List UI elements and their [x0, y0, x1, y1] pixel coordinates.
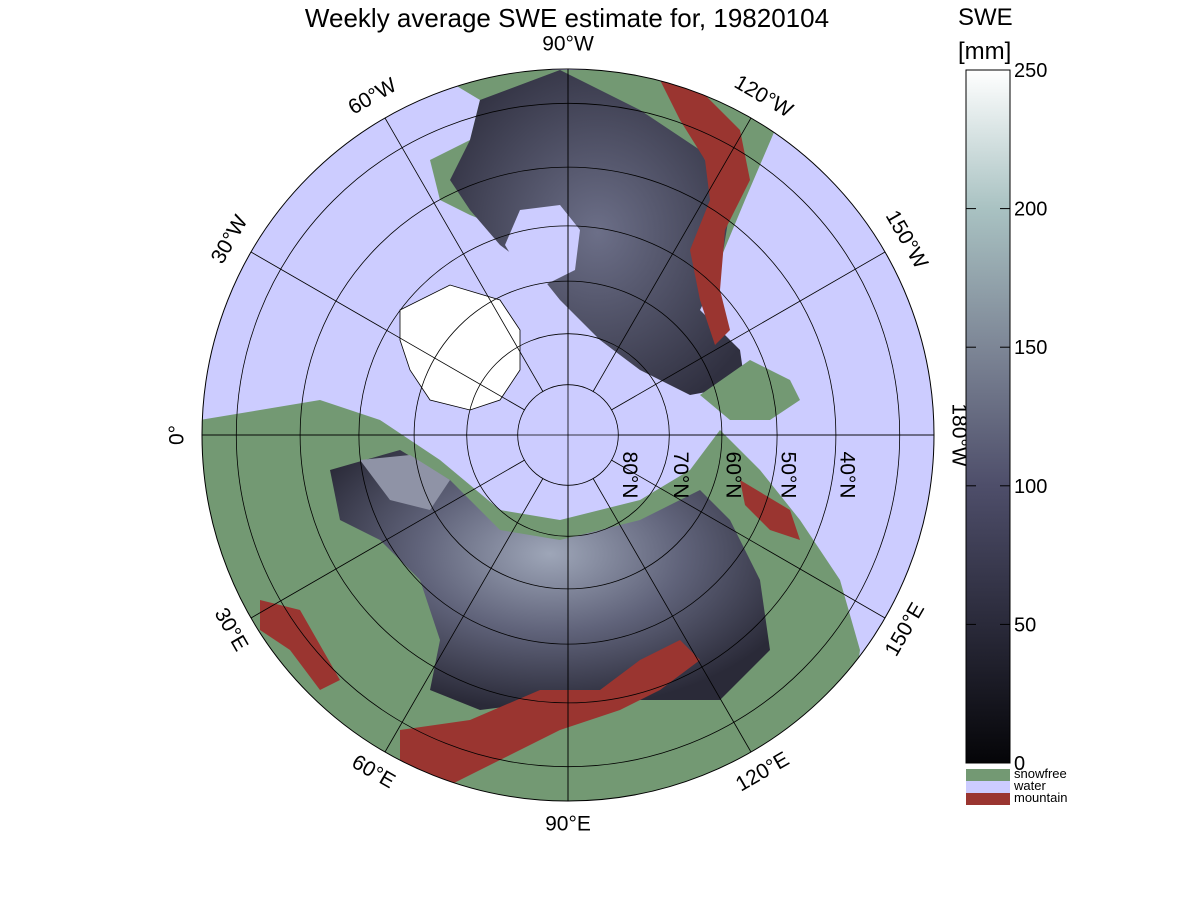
meridian-line: [592, 478, 752, 753]
colorbar-unit: [mm]: [958, 38, 1012, 65]
latitude-labels: 80°N 70°N 60°N 50°N 40°N: [618, 452, 859, 499]
legend-label-mountain: mountain: [1014, 790, 1068, 805]
meridian-line: [250, 459, 525, 619]
europe-mountains: [260, 600, 340, 690]
graticule: [202, 69, 934, 801]
scandinavia-snow: [360, 455, 450, 510]
east-asia-mountains: [740, 480, 800, 540]
meridian-line: [384, 478, 544, 753]
colorbar-tick-label: 0: [1014, 753, 1025, 775]
legend-swatch-water: [966, 781, 1010, 793]
colorbar-tick-label: 150: [1014, 337, 1047, 359]
legend-label-water: water: [1014, 778, 1046, 793]
central-asia-mountains: [400, 640, 700, 790]
meridian-line: [250, 251, 525, 411]
longitude-label: 30°E: [210, 604, 253, 655]
chart-title: Weekly average SWE estimate for, 1982010…: [304, 3, 830, 33]
eurasia-snow: [330, 450, 770, 710]
map-border: [201, 68, 935, 802]
meridian-line: [592, 117, 752, 392]
colorbar-tick-label: 100: [1014, 476, 1047, 498]
rocky-mountains: [660, 80, 750, 345]
colorbar-tick-label: 250: [1014, 60, 1047, 82]
colorbar-title: SWE: [958, 4, 1013, 31]
colorbar: [965, 69, 1011, 764]
colorbar-tick-label: 200: [1014, 199, 1047, 221]
meridian-line: [384, 117, 544, 392]
meridian-line: [611, 251, 886, 411]
legend-label-snowfree: snowfree: [1014, 766, 1067, 781]
longitude-label: 30°W: [207, 211, 253, 267]
longitude-label: 180°W: [947, 403, 970, 466]
longitude-label: 90°W: [542, 33, 594, 56]
meridian-line: [611, 459, 886, 619]
longitude-label: 0°: [166, 425, 189, 445]
latitude-label: 70°N: [669, 452, 692, 499]
longitude-label: 60°E: [348, 750, 399, 793]
colorbar-tick-label: 50: [1014, 614, 1036, 636]
latitude-label: 60°N: [721, 452, 744, 499]
legend-swatch-mountain: [966, 793, 1010, 805]
latitude-label: 80°N: [618, 452, 641, 499]
greenland: [399, 284, 521, 411]
hudson-bay: [505, 205, 580, 285]
legend-swatch-snowfree: [966, 769, 1010, 781]
longitude-label: 60°W: [344, 74, 400, 120]
latitude-label: 40°N: [835, 452, 858, 499]
category-legend: [966, 769, 1010, 805]
map-disk: [202, 69, 934, 801]
longitude-label: 90°E: [545, 813, 591, 836]
north-america-snow: [450, 70, 745, 395]
colorbar-ticks: 0 50 100 150 200 250: [966, 60, 1047, 775]
latitude-label: 50°N: [777, 452, 800, 499]
